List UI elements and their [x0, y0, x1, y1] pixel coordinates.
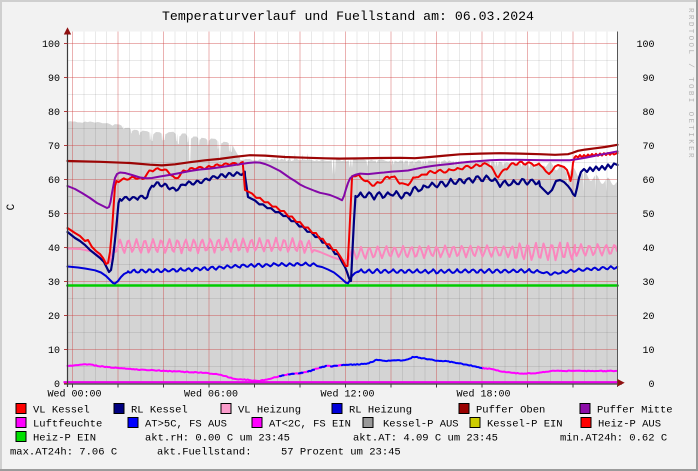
- svg-text:RRDTOOL / TOBI OETIKER: RRDTOOL / TOBI OETIKER: [686, 8, 694, 160]
- svg-text:10: 10: [48, 346, 60, 357]
- svg-text:60: 60: [642, 176, 654, 187]
- svg-text:Temperaturverlauf und Fuellsta: Temperaturverlauf und Fuellstand am: 06.…: [162, 9, 534, 24]
- svg-text:Wed 18:00: Wed 18:00: [456, 389, 510, 401]
- svg-text:80: 80: [642, 108, 654, 119]
- svg-text:AT>5C, FS AUS: AT>5C, FS AUS: [145, 419, 227, 431]
- svg-text:100: 100: [42, 40, 60, 51]
- svg-text:60: 60: [48, 176, 60, 187]
- svg-text:90: 90: [48, 74, 60, 85]
- svg-text:Kessel-P AUS: Kessel-P AUS: [383, 419, 459, 431]
- svg-text:30: 30: [48, 278, 60, 289]
- svg-text:0: 0: [648, 380, 654, 391]
- svg-text:40: 40: [48, 244, 60, 255]
- svg-text:100: 100: [636, 40, 654, 51]
- svg-text:Wed 12:00: Wed 12:00: [320, 389, 374, 401]
- svg-text:50: 50: [48, 210, 60, 221]
- svg-text:Puffer Mitte: Puffer Mitte: [597, 405, 673, 417]
- svg-text:10: 10: [642, 346, 654, 357]
- svg-text:max.AT24h: 7.06 C: max.AT24h: 7.06 C: [10, 447, 117, 459]
- svg-text:0: 0: [54, 380, 60, 391]
- svg-text:80: 80: [48, 108, 60, 119]
- svg-text:RL Kessel: RL Kessel: [131, 405, 188, 417]
- svg-text:Wed 06:00: Wed 06:00: [184, 389, 238, 401]
- svg-text:20: 20: [642, 312, 654, 323]
- svg-text:40: 40: [642, 244, 654, 255]
- svg-text:50: 50: [642, 210, 654, 221]
- svg-text:Wed 00:00: Wed 00:00: [47, 389, 101, 401]
- svg-text:min.AT24h: 0.62 C: min.AT24h: 0.62 C: [560, 433, 667, 445]
- svg-text:VL Kessel: VL Kessel: [33, 405, 90, 417]
- svg-text:RL Heizung: RL Heizung: [349, 405, 412, 417]
- svg-text:AT<2C, FS EIN: AT<2C, FS EIN: [269, 419, 351, 431]
- svg-text:Heiz-P EIN: Heiz-P EIN: [33, 433, 96, 445]
- svg-text:Kessel-P EIN: Kessel-P EIN: [487, 419, 563, 431]
- svg-text:VL Heizung: VL Heizung: [238, 405, 301, 417]
- svg-text:90: 90: [642, 74, 654, 85]
- svg-text:akt.rH: 0.00 C um 23:45: akt.rH: 0.00 C um 23:45: [145, 433, 290, 445]
- svg-text:Luftfeuchte: Luftfeuchte: [33, 419, 102, 431]
- svg-text:Puffer Oben: Puffer Oben: [476, 405, 545, 417]
- svg-text:C: C: [6, 203, 18, 210]
- svg-text:20: 20: [48, 312, 60, 323]
- svg-text:30: 30: [642, 278, 654, 289]
- svg-text:akt.Fuellstand:: akt.Fuellstand:: [157, 447, 252, 459]
- svg-text:70: 70: [642, 142, 654, 153]
- svg-text:Heiz-P AUS: Heiz-P AUS: [598, 419, 661, 431]
- svg-text:70: 70: [48, 142, 60, 153]
- svg-text:akt.AT: 4.09 C um 23:45: akt.AT: 4.09 C um 23:45: [353, 433, 498, 445]
- svg-text:57 Prozent um 23:45: 57 Prozent um 23:45: [281, 447, 401, 459]
